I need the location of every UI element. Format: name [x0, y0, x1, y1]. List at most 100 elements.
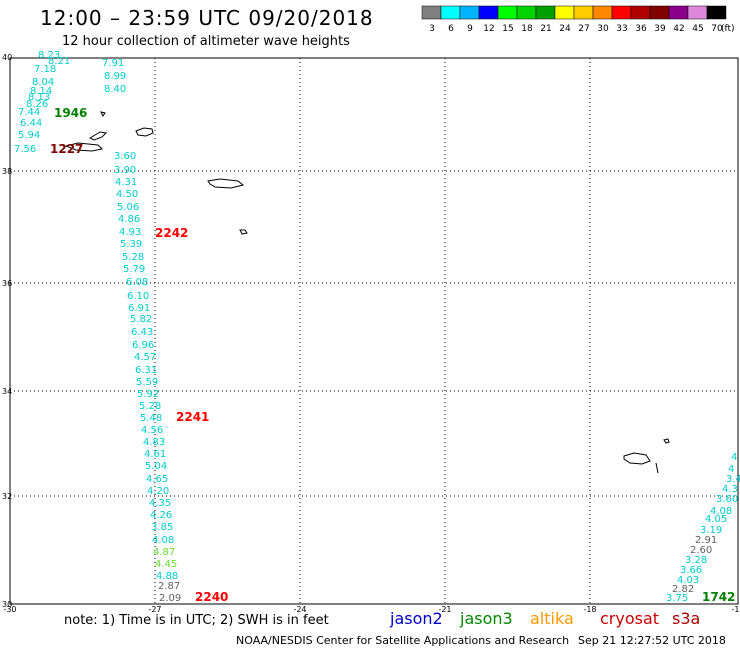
island-outline — [135, 127, 154, 137]
wave-height-value: 4.35 — [149, 498, 171, 509]
wave-height-value: 6.96 — [132, 340, 154, 351]
wave-height-value: 8.04 — [32, 77, 54, 88]
colorbar-label: 27 — [578, 24, 589, 34]
colorbar: 3 6 9 12 15 18 21 24 27 30 33 36 39 42 45 70(ft) — [421, 5, 735, 34]
colorbar-label: 24 — [559, 24, 571, 34]
lon-label: -18 — [583, 605, 596, 614]
colorbar-label: 33 — [616, 24, 627, 34]
wave-height-value: 3.75 — [666, 593, 688, 604]
colorbar-label: 6 — [448, 24, 454, 34]
wave-height-value: 4.20 — [147, 486, 169, 497]
wave-height-value: 7.56 — [14, 144, 36, 155]
lat-label: 32 — [2, 492, 12, 501]
wave-height-value: 4.08 — [152, 535, 174, 546]
legend-jason3: jason3 — [460, 609, 513, 628]
wave-height-value: 4.31 — [115, 177, 137, 188]
wave-height-value: 4.08 — [710, 506, 732, 517]
colorbar-label: 39 — [654, 24, 666, 34]
wave-height-value: 4.86 — [118, 214, 140, 225]
wave-height-value: 5.79 — [123, 264, 145, 275]
colorbar-label: 3 — [429, 24, 435, 34]
wave-height-value: 4.93 — [119, 227, 141, 238]
wave-height-value: 4 — [728, 464, 734, 475]
wave-height-value: 4.57 — [134, 352, 156, 363]
wave-height-value: 6.08 — [126, 277, 148, 288]
wave-height-value: 6.10 — [127, 291, 149, 302]
lon-label: -30 — [3, 605, 16, 614]
wave-height-value: 4.03 — [677, 575, 699, 586]
wave-height-value: 4.87 — [153, 547, 175, 558]
wave-height-value: 4 — [731, 452, 737, 463]
wave-height-value: 6.31 — [135, 365, 157, 376]
footer-credit: NOAA/NESDIS Center for Satellite Applica… — [236, 634, 570, 647]
wave-height-value: 6.91 — [128, 303, 150, 314]
island-outline — [239, 229, 248, 235]
wave-height-value: 3.60 — [716, 494, 738, 505]
wave-height-value: 8.13 — [28, 92, 50, 103]
colorbar-swatch — [706, 5, 727, 20]
wave-height-value: 5.28 — [122, 252, 144, 263]
wave-height-value: 8.14 — [30, 86, 52, 97]
lat-label: 40 — [2, 53, 12, 62]
wave-height-value: 5.06 — [117, 202, 139, 213]
wave-height-value: 3.19 — [700, 525, 722, 536]
wave-height-value: 2.60 — [690, 545, 712, 556]
wave-height-value: 8.40 — [104, 84, 126, 95]
units-note: note: 1) Time is in UTC; 2) SWH is in fe… — [64, 613, 329, 628]
pass-time-label: 1946 — [54, 106, 87, 120]
wave-height-value: 4.3 — [722, 484, 738, 495]
wave-height-value: 5.28 — [139, 401, 161, 412]
lon-label: -27 — [148, 605, 161, 614]
map-title: 12:00 – 23:59 UTC 09/20/2018 — [40, 6, 374, 30]
island-outline — [663, 438, 670, 444]
wave-height-value: 4.26 — [150, 510, 172, 521]
wave-height-value: 4.83 — [143, 437, 165, 448]
lat-label: 34 — [2, 387, 12, 396]
pass-time-label: 2242 — [155, 226, 188, 240]
colorbar-label: 15 — [502, 24, 513, 34]
pass-time-label: 1742 — [702, 590, 735, 604]
wave-height-value: 4.65 — [146, 474, 168, 485]
wave-height-value: 3.4 — [726, 474, 740, 485]
wave-height-value: 5.92 — [137, 389, 159, 400]
wave-height-value: 7.91 — [102, 58, 124, 69]
wave-height-value: 7.18 — [34, 64, 56, 75]
wave-height-value: 2.87 — [158, 581, 180, 592]
map-subtitle: 12 hour collection of altimeter wave hei… — [62, 34, 350, 49]
wave-height-value: 2.82 — [672, 584, 694, 595]
lon-label: -15 — [731, 605, 740, 614]
wave-height-value: 4.56 — [141, 425, 163, 436]
legend-cryosat: cryosat — [600, 609, 660, 628]
wave-height-value: 3.60 — [114, 151, 136, 162]
wave-height-value: 8.23 — [38, 50, 60, 61]
wave-height-value: 3.66 — [680, 565, 702, 576]
wave-height-value: 5.04 — [145, 461, 167, 472]
legend-jason2: jason2 — [390, 609, 443, 628]
wave-height-value: 5.59 — [136, 377, 158, 388]
pass-time-label: 2240 — [195, 590, 228, 604]
wave-height-value: 6.43 — [131, 327, 153, 338]
pass-time-label: 1227 — [50, 142, 83, 156]
island-outline — [207, 178, 245, 189]
colorbar-label: 18 — [521, 24, 533, 34]
wave-height-value: 5.94 — [18, 130, 40, 141]
legend-s3a: s3a — [672, 609, 701, 628]
wave-height-value: 2.91 — [695, 535, 717, 546]
wave-height-value: 5.39 — [120, 239, 142, 250]
wave-height-value: 8.99 — [104, 71, 126, 82]
colorbar-label: 42 — [673, 24, 684, 34]
island-outline — [100, 111, 106, 117]
wave-height-value: 4.50 — [116, 189, 138, 200]
lon-label: -21 — [438, 605, 451, 614]
colorbar-label: 12 — [483, 24, 494, 34]
wave-height-value: 8.21 — [48, 56, 70, 67]
island-outline — [655, 462, 659, 474]
lon-label: -24 — [293, 605, 306, 614]
wave-height-value: 4.05 — [705, 514, 727, 525]
wave-height-value: 3.85 — [151, 522, 173, 533]
wave-height-value: 5.82 — [130, 314, 152, 325]
wave-height-value: 3.90 — [114, 165, 136, 176]
colorbar-label: 9 — [467, 24, 473, 34]
lat-label: 36 — [2, 279, 12, 288]
